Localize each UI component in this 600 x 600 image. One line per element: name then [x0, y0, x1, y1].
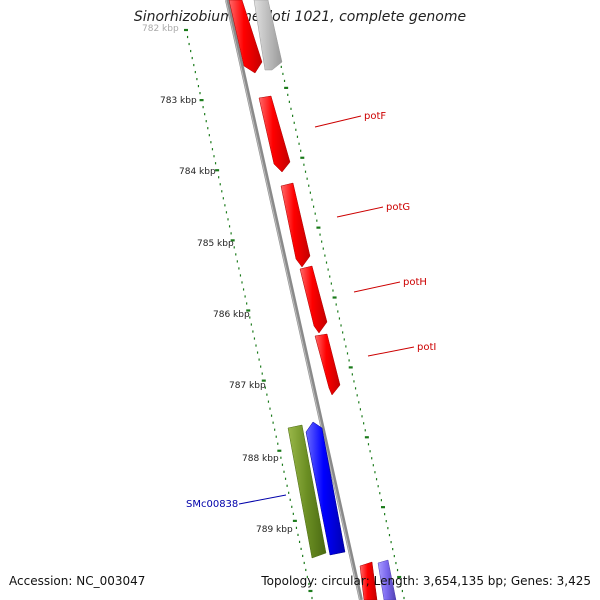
gene-arrow-SMc00838[interactable]: [287, 424, 327, 559]
ruler-label: 785 kbp: [197, 239, 234, 249]
gene-arrow-potG[interactable]: [280, 182, 311, 268]
gene-arrow-potH[interactable]: [299, 265, 328, 334]
gene-arrow-potI[interactable]: [314, 333, 341, 396]
ruler-label: 782 kbp: [142, 24, 179, 34]
gene-features: [228, 0, 397, 600]
ruler-label: 788 kbp: [242, 454, 279, 464]
gene-label-potG[interactable]: potG: [386, 202, 410, 213]
gene-arrow-reverse[interactable]: [305, 421, 346, 556]
ruler-label: 787 kbp: [229, 381, 266, 391]
ruler-dotted-track: [184, 28, 313, 600]
ruler-label: 789 kbp: [256, 525, 293, 535]
gene-labels: potF potG potH potI SMc00838: [186, 111, 436, 510]
gene-arrow-faded[interactable]: [377, 559, 397, 600]
gene-arrow[interactable]: [359, 561, 378, 600]
gene-label-leaders: [238, 115, 415, 505]
outer-dotted-track: [268, 16, 405, 600]
ruler-labels: 782 kbp 783 kbp 784 kbp 785 kbp 786 kbp …: [142, 24, 293, 535]
genome-backbone: [225, 0, 363, 600]
gene-arrow-potF[interactable]: [258, 95, 291, 173]
ruler-label: 786 kbp: [213, 310, 250, 320]
gene-label-SMc00838[interactable]: SMc00838: [186, 499, 238, 510]
accession-text: Accession: NC_003047: [9, 574, 146, 588]
gene-label-potI[interactable]: potI: [417, 342, 436, 353]
gene-arrow-faded[interactable]: [253, 0, 283, 71]
gene-label-potH[interactable]: potH: [403, 277, 427, 288]
gene-arrow[interactable]: [228, 0, 263, 74]
ruler-label: 783 kbp: [160, 96, 197, 106]
gene-label-potF[interactable]: potF: [364, 111, 386, 122]
ruler-label: 784 kbp: [179, 167, 216, 177]
map-title: Sinorhizobium meliloti 1021, complete ge…: [133, 9, 467, 25]
genome-summary-text: Topology: circular; Length: 3,654,135 bp…: [261, 574, 591, 588]
